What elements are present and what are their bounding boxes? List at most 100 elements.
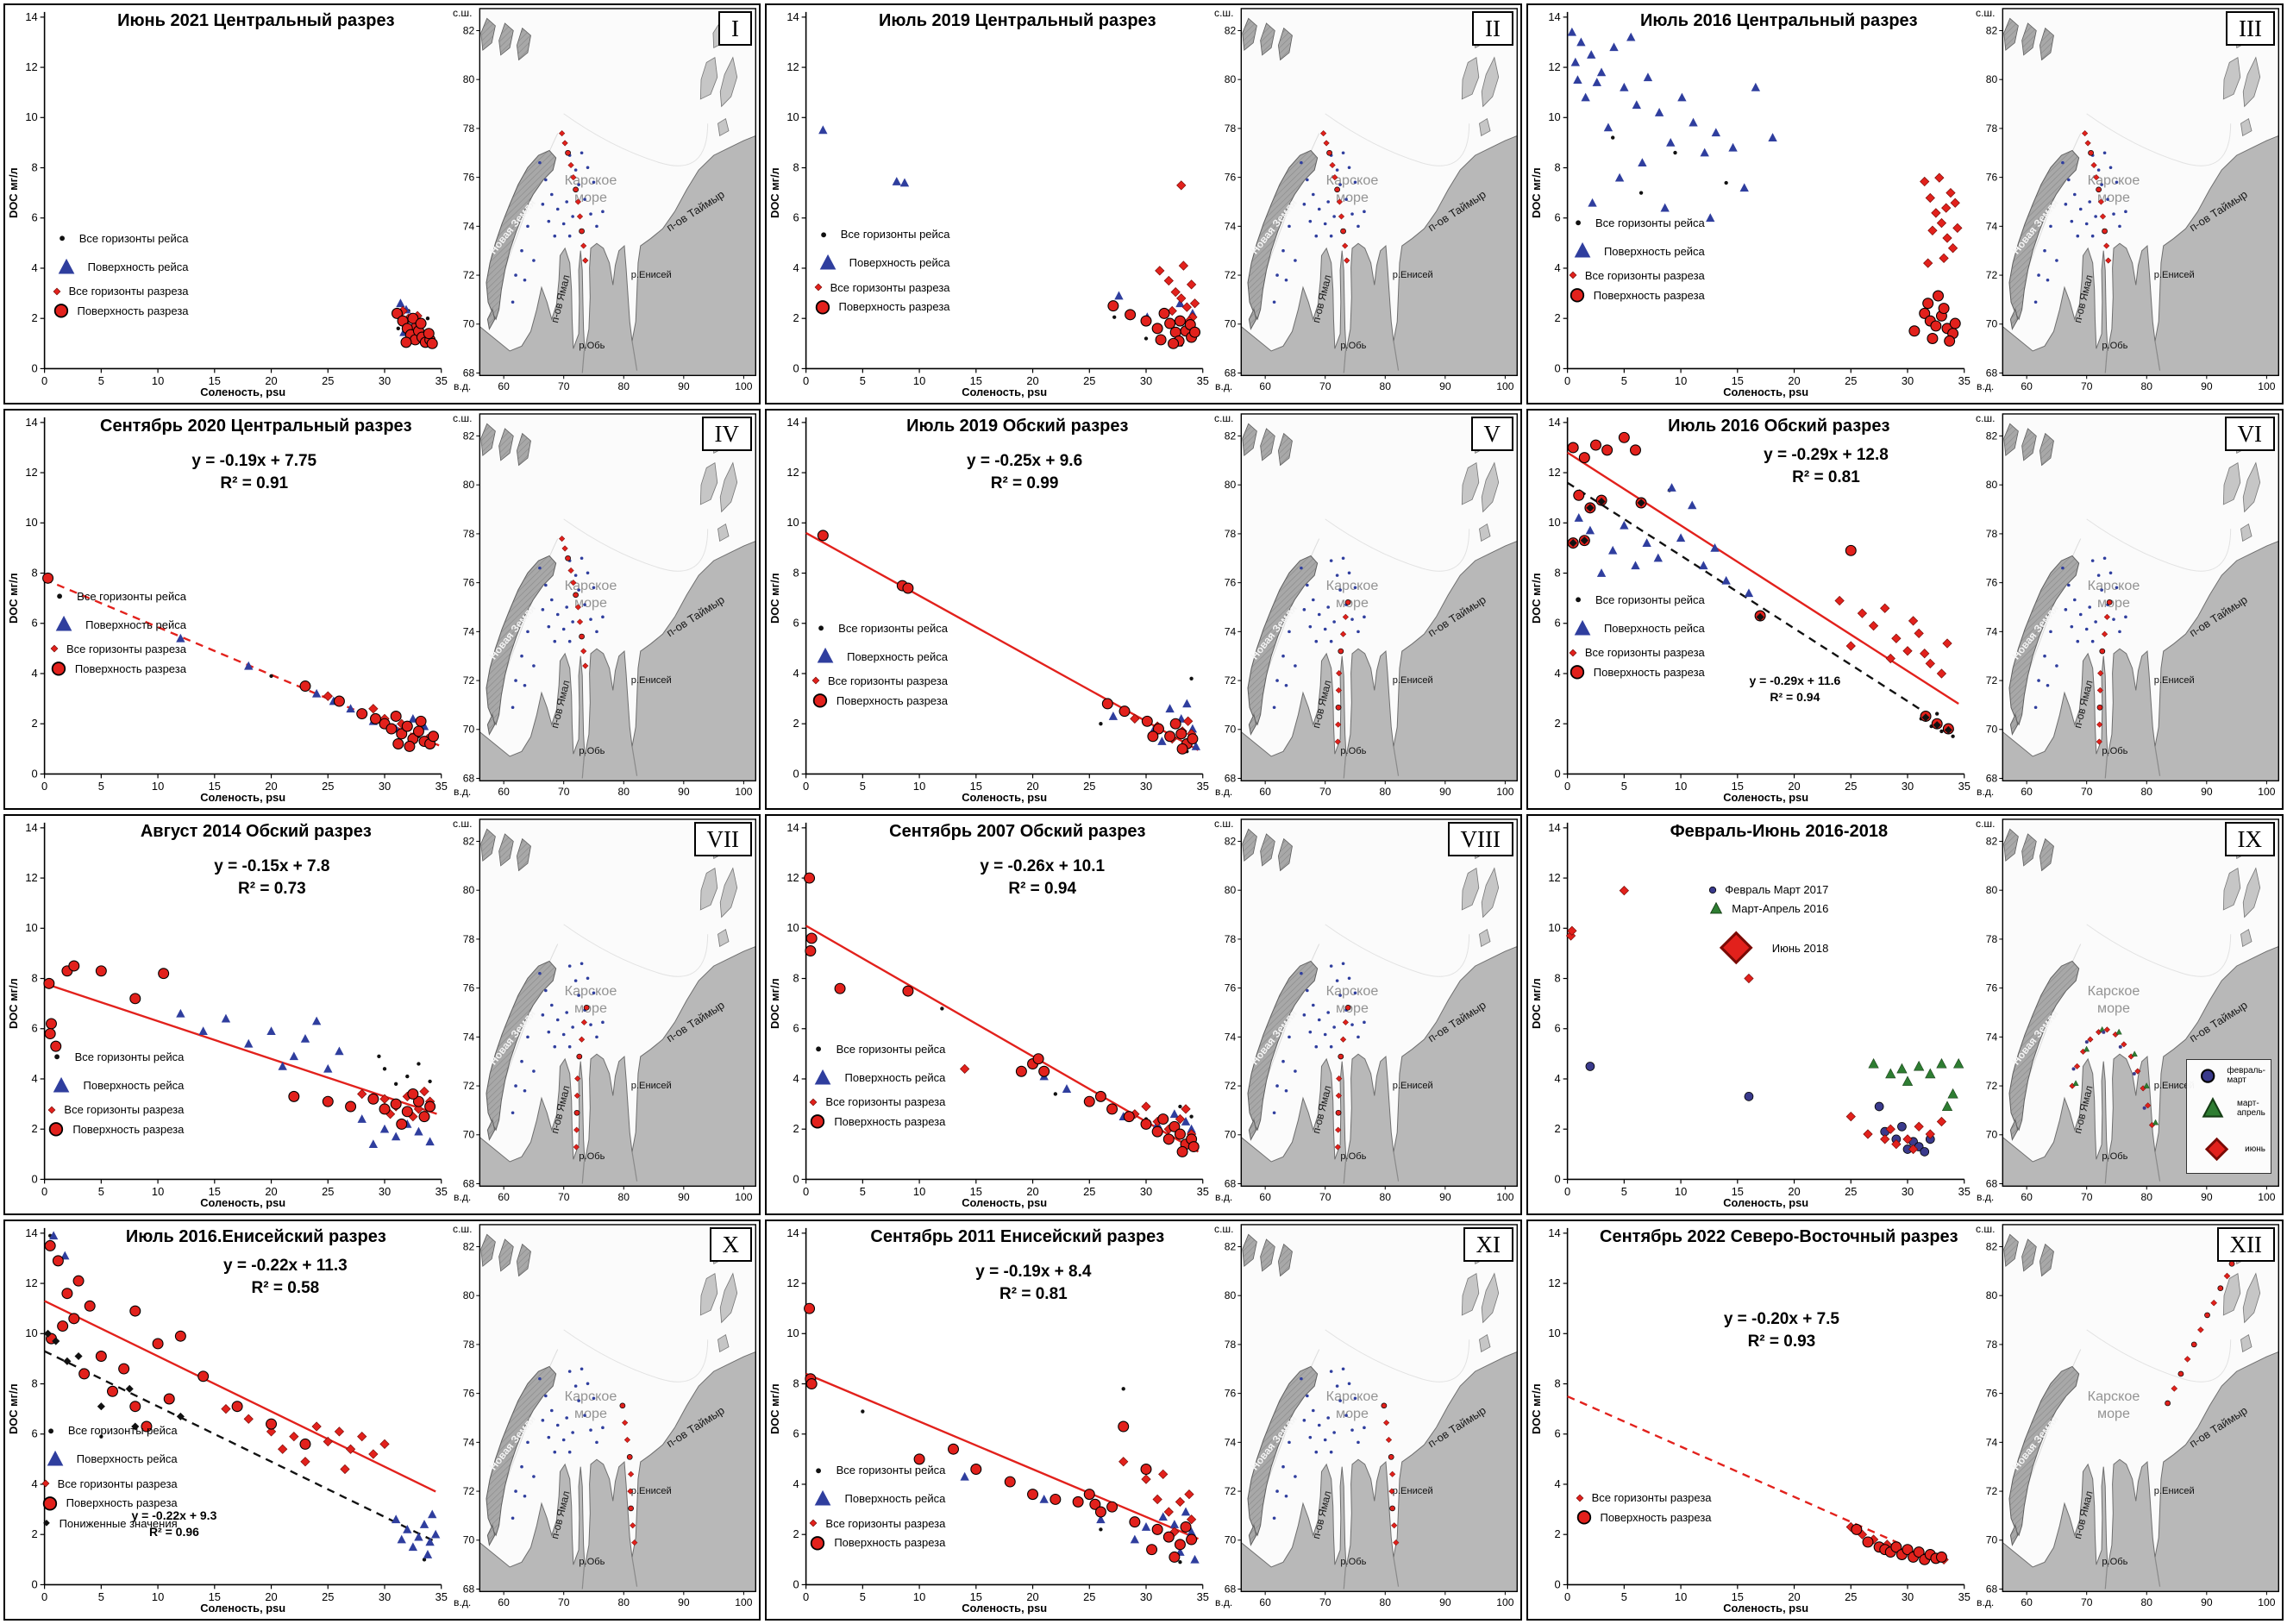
map-axes: 60 70 80 90 100 82 80 78 76 74 72 70 68в.д. с.ш. bbox=[1214, 7, 1514, 392]
regression-equation: y = -0.29x + 12.8 R² = 0.81 bbox=[1764, 444, 1889, 488]
legend-item: Все горизонты рейса bbox=[45, 1046, 184, 1068]
scatter-plot: 0 5 10 15 20 25 30 35 0 2 4 6 8 10 12 14 Соленость, psu D… bbox=[1528, 5, 1973, 403]
svg-text:35: 35 bbox=[1197, 374, 1209, 387]
svg-text:10: 10 bbox=[152, 780, 164, 793]
svg-text:80: 80 bbox=[617, 380, 630, 392]
svg-text:14: 14 bbox=[1548, 416, 1560, 429]
tri-blue-icon bbox=[53, 1076, 70, 1093]
svg-text:20: 20 bbox=[1788, 374, 1800, 387]
svg-text:100: 100 bbox=[1496, 380, 1514, 392]
svg-text:море: море bbox=[2097, 191, 2130, 205]
svg-text:82: 82 bbox=[1224, 430, 1236, 442]
svg-text:90: 90 bbox=[2201, 1596, 2213, 1608]
svg-text:90: 90 bbox=[678, 1191, 690, 1203]
svg-text:30: 30 bbox=[1140, 374, 1152, 387]
scatter-points-diamond-red bbox=[1920, 172, 1963, 268]
diamond-red-icon bbox=[811, 676, 820, 685]
svg-text:82: 82 bbox=[1985, 836, 1997, 848]
scatter-plot: 0 5 10 15 20 25 30 35 0 2 4 6 8 10 12 14 Соленость, psu D… bbox=[5, 1221, 450, 1619]
svg-text:Карское: Карское bbox=[1325, 579, 1378, 593]
svg-text:90: 90 bbox=[678, 786, 690, 798]
svg-text:20: 20 bbox=[265, 1185, 277, 1198]
svg-text:0: 0 bbox=[1564, 1185, 1570, 1198]
svg-text:12: 12 bbox=[25, 1276, 37, 1289]
panel-numeral: I bbox=[718, 11, 752, 47]
svg-text:море: море bbox=[1336, 596, 1369, 611]
svg-text:4: 4 bbox=[1555, 1072, 1561, 1085]
regression-equation: y = -0.29x + 11.6 R² = 0.94 bbox=[1749, 673, 1840, 705]
transect-stations bbox=[2069, 1025, 2159, 1128]
svg-text:76: 76 bbox=[1224, 982, 1236, 994]
x-axis-label: Соленость, psu bbox=[1723, 1602, 1808, 1615]
legend-item: Поверхность рейса bbox=[47, 610, 186, 638]
legend-item: Поверхность разреза bbox=[50, 301, 189, 321]
svg-text:4: 4 bbox=[1555, 667, 1561, 680]
svg-text:25: 25 bbox=[1845, 780, 1857, 793]
svg-text:30: 30 bbox=[379, 780, 391, 793]
svg-text:0: 0 bbox=[793, 361, 799, 374]
svg-text:80: 80 bbox=[1379, 1191, 1391, 1203]
circle-red-icon bbox=[1570, 287, 1584, 303]
svg-text:74: 74 bbox=[1985, 1436, 1997, 1448]
svg-text:6: 6 bbox=[1555, 1427, 1561, 1440]
svg-text:74: 74 bbox=[462, 220, 474, 232]
svg-text:68: 68 bbox=[1985, 367, 1997, 379]
scatter-points-dot-black bbox=[861, 1387, 1182, 1564]
scatter-points-diamond-red bbox=[1565, 885, 1947, 1155]
svg-text:4: 4 bbox=[32, 1072, 38, 1085]
svg-text:90: 90 bbox=[2201, 786, 2213, 798]
svg-text:80: 80 bbox=[2140, 380, 2152, 392]
diamond-red-icon bbox=[53, 287, 60, 296]
svg-text:35: 35 bbox=[435, 780, 448, 793]
svg-text:72: 72 bbox=[1224, 269, 1236, 281]
svg-text:4: 4 bbox=[32, 261, 38, 274]
svg-text:100: 100 bbox=[1496, 1191, 1514, 1203]
legend-label: Все горизонты рейса bbox=[836, 1464, 946, 1477]
svg-text:60: 60 bbox=[1259, 1596, 1271, 1608]
x-axis-label: Соленость, psu bbox=[1723, 791, 1808, 804]
map-legend-label: июнь bbox=[2245, 1144, 2265, 1155]
scatter-axes: 0 5 10 15 20 25 30 35 0 2 4 6 8 10 12 14 Соленость, psu D… bbox=[7, 10, 448, 398]
svg-text:12: 12 bbox=[786, 60, 799, 73]
map-axes: 60 70 80 90 100 82 80 78 76 74 72 70 68в.д. с.ш. bbox=[1976, 818, 2276, 1203]
svg-text:20: 20 bbox=[1026, 1185, 1038, 1198]
panel-title: Июль 2016.Енисейский разрез bbox=[125, 1227, 386, 1246]
svg-text:72: 72 bbox=[462, 269, 474, 281]
map-lat-label: с.ш. bbox=[453, 412, 473, 424]
svg-text:12: 12 bbox=[786, 466, 799, 479]
plot-legend: Все горизонты рейса Поверхность рейса Все … bbox=[45, 1046, 184, 1139]
scatter-points-circle-red bbox=[1851, 1523, 1947, 1565]
svg-text:0: 0 bbox=[41, 1590, 47, 1603]
svg-text:р.Енисей: р.Енисей bbox=[2153, 675, 2194, 686]
svg-text:100: 100 bbox=[2258, 380, 2276, 392]
tri-blue-icon bbox=[47, 1451, 64, 1466]
svg-text:80: 80 bbox=[1985, 884, 1997, 896]
scatter-points-circle-red bbox=[817, 530, 1199, 755]
svg-text:р.Обь: р.Обь bbox=[579, 1557, 605, 1567]
svg-text:100: 100 bbox=[2258, 786, 2276, 798]
svg-text:80: 80 bbox=[462, 884, 474, 896]
svg-text:82: 82 bbox=[1224, 1241, 1236, 1253]
panel-VII: 0 5 10 15 20 25 30 35 0 2 4 6 8 10 12 14 Соленость, psu D… bbox=[3, 814, 761, 1215]
svg-text:20: 20 bbox=[1026, 780, 1038, 793]
svg-text:12: 12 bbox=[1548, 466, 1560, 479]
panel-numeral: VII bbox=[693, 822, 752, 857]
diamond-red-icon bbox=[1576, 1494, 1583, 1502]
svg-text:15: 15 bbox=[1732, 374, 1744, 387]
cruise-stations bbox=[1272, 151, 1366, 304]
transect-stations bbox=[1334, 1005, 1351, 1151]
svg-text:море: море bbox=[1336, 1001, 1369, 1016]
panel-numeral: III bbox=[2226, 11, 2275, 47]
svg-text:р.Обь: р.Обь bbox=[579, 1151, 605, 1162]
svg-text:80: 80 bbox=[1379, 786, 1391, 798]
svg-text:35: 35 bbox=[1958, 374, 1971, 387]
svg-text:10: 10 bbox=[913, 780, 925, 793]
svg-text:8: 8 bbox=[32, 971, 38, 984]
panel-V: 0 5 10 15 20 25 30 35 0 2 4 6 8 10 12 14 Соленость, psu D… bbox=[765, 409, 1522, 810]
svg-text:6: 6 bbox=[32, 1022, 38, 1035]
diamond-red-icon bbox=[1569, 649, 1577, 657]
map-axes: 60 70 80 90 100 82 80 78 76 74 72 70 68в.д. с.ш. bbox=[1976, 412, 2276, 798]
